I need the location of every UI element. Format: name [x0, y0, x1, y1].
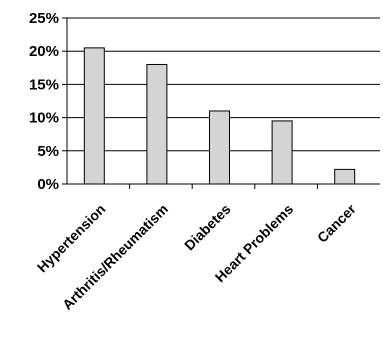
y-tick-label: 15% [29, 76, 59, 93]
bar [334, 168, 356, 185]
category-label: Diabetes [181, 201, 234, 254]
gridlines [67, 17, 380, 152]
bar [146, 63, 168, 185]
category-label: Arthritis/Rheumatism [59, 201, 171, 313]
y-tick-label: 5% [37, 143, 59, 160]
y-tick-labels: 0% 5% 10% 15% 20% 25% [29, 10, 59, 193]
category-label: Cancer [314, 200, 359, 245]
y-tick-label: 10% [29, 110, 59, 127]
y-tick-label: 20% [29, 43, 59, 60]
bar [209, 110, 230, 185]
bars [83, 47, 356, 185]
bar [271, 120, 293, 185]
bar [83, 47, 105, 185]
y-tick-label: 0% [37, 176, 59, 193]
y-tick-label: 25% [29, 10, 59, 27]
axes [62, 17, 380, 189]
